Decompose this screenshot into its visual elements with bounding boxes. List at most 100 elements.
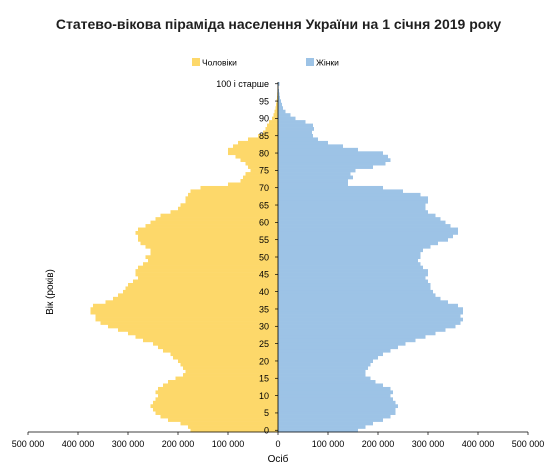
bar-women-age-71	[278, 182, 348, 187]
legend-swatch-women	[306, 58, 314, 66]
bar-men-age-12	[158, 386, 278, 391]
bar-women-age-20	[278, 359, 373, 363]
bar-women-age-51	[278, 251, 421, 256]
bar-women-age-76	[278, 165, 373, 169]
bar-men-age-67	[185, 196, 278, 201]
bar-men-age-5	[155, 411, 278, 415]
legend-label-women: Жінки	[316, 58, 339, 68]
y-tick-label: 90	[259, 114, 269, 124]
bar-men-age-83	[238, 140, 278, 145]
y-tick-label: 80	[259, 148, 269, 158]
bar-men-age-55	[138, 237, 278, 242]
bar-women-age-50	[278, 255, 421, 260]
bar-men-age-91	[273, 113, 278, 117]
bar-women-age-96	[278, 95, 280, 100]
bar-men-age-59	[145, 224, 278, 228]
series-women	[278, 82, 463, 433]
bar-men-age-94	[276, 102, 278, 107]
bar-men-age-14	[168, 380, 278, 384]
bar-women-age-81	[278, 147, 358, 152]
bar-women-age-17	[278, 369, 366, 374]
bar-women-age-95	[278, 99, 281, 104]
x-axis-title: Осіб	[268, 453, 289, 465]
bar-women-age-83	[278, 140, 328, 145]
bar-women-age-69	[278, 189, 403, 194]
bar-women-age-10	[278, 393, 391, 398]
bar-men-age-19	[180, 362, 278, 367]
bar-men-age-81	[228, 147, 278, 152]
bar-women-age-82	[278, 144, 343, 149]
bar-women-age-88	[278, 123, 313, 128]
series-men	[90, 82, 278, 433]
bar-women-age-28	[278, 331, 436, 336]
y-tick-label: 85	[259, 131, 269, 141]
bar-men-age-88	[267, 123, 278, 128]
y-tick-label: 60	[259, 218, 269, 228]
bar-men-age-2	[180, 421, 278, 426]
y-tick-label: 30	[259, 322, 269, 332]
bar-men-age-33	[95, 314, 278, 318]
bar-women-age-79	[278, 154, 388, 159]
bar-women-age-12	[278, 386, 391, 391]
bar-men-age-31	[100, 321, 278, 325]
bar-men-age-77	[245, 161, 278, 166]
bar-women-age-48	[278, 262, 421, 266]
bar-women-age-80	[278, 151, 383, 156]
bar-men-age-25	[153, 341, 278, 346]
bar-men-age-1	[188, 425, 278, 429]
bar-men-age-37	[105, 300, 278, 305]
bar-women-age-44	[278, 276, 426, 280]
bar-women-age-23	[278, 348, 391, 353]
bar-women-age-47	[278, 265, 423, 270]
bar-men-age-27	[135, 334, 278, 339]
bar-women-age-46	[278, 269, 428, 273]
bar-women-age-45	[278, 272, 428, 277]
bar-men-age-61	[155, 217, 278, 221]
y-tick-label: 40	[259, 287, 269, 297]
bar-men-age-52	[150, 248, 278, 253]
bar-women-age-67	[278, 196, 428, 201]
bar-men-age-15	[175, 376, 278, 381]
bar-men-age-82	[233, 144, 278, 149]
bar-men-age-35	[90, 307, 278, 312]
bar-women-age-1	[278, 425, 366, 429]
bar-men-age-18	[183, 366, 278, 370]
y-tick-label: 65	[259, 200, 269, 210]
bar-women-age-35	[278, 307, 463, 312]
bar-women-age-5	[278, 411, 396, 415]
bar-men-age-17	[185, 369, 278, 374]
bar-women-age-87	[278, 127, 314, 131]
bar-men-age-45	[135, 272, 278, 277]
bar-men-age-48	[143, 262, 278, 266]
bar-men-age-39	[118, 293, 278, 298]
bar-men-age-20	[178, 359, 278, 363]
x-tick-label: 500 000	[12, 439, 45, 449]
bar-men-age-75	[250, 168, 278, 173]
x-tick-label: 0	[275, 439, 280, 449]
bar-women-age-66	[278, 199, 428, 204]
bar-women-age-70	[278, 185, 383, 190]
bar-women-age-59	[278, 224, 451, 228]
y-tick-label: 75	[259, 166, 269, 176]
bar-women-age-36	[278, 303, 458, 308]
y-tick-label: 45	[259, 270, 269, 280]
bar-men-age-76	[248, 165, 278, 169]
bar-men-age-29	[118, 328, 278, 332]
x-tick-label: 300 000	[412, 439, 445, 449]
y-tick-label: 10	[259, 391, 269, 401]
bar-women-age-61	[278, 217, 441, 221]
bar-women-age-97	[278, 92, 280, 97]
bar-men-age-96	[277, 95, 278, 100]
bar-women-age-13	[278, 383, 383, 388]
bar-women-age-78	[278, 158, 391, 163]
bar-women-age-100	[278, 82, 280, 86]
bar-women-age-37	[278, 300, 448, 305]
x-tick-label: 100 000	[212, 439, 245, 449]
bar-men-age-69	[190, 189, 278, 194]
bar-men-age-93	[275, 106, 278, 111]
bar-men-age-40	[123, 289, 278, 294]
bar-women-age-25	[278, 341, 406, 346]
bar-men-age-92	[274, 109, 278, 114]
bar-men-age-41	[125, 286, 278, 291]
x-tick-label: 200 000	[362, 439, 395, 449]
